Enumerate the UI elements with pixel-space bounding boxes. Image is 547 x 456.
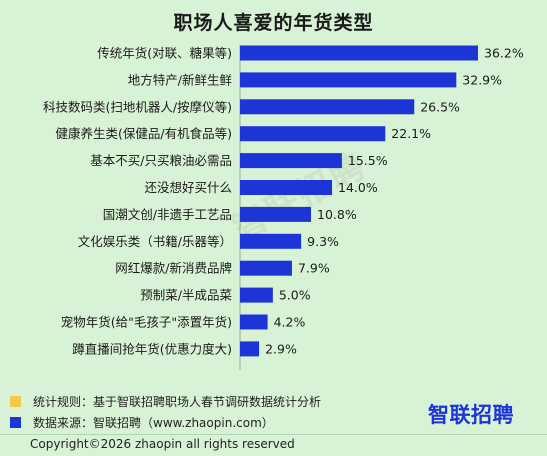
bar (240, 45, 478, 61)
category-label: 健康养生类(保健品/有机食品等) (56, 126, 232, 141)
category-label: 地方特产/新鲜生鲜 (128, 72, 232, 87)
data-label: 5.0% (279, 288, 311, 303)
data-source-text: 数据来源：智联招聘（www.zhaopin.com） (33, 415, 274, 430)
category-label: 预制菜/半成品菜 (140, 288, 232, 303)
data-label: 10.8% (317, 207, 357, 222)
data-label: 14.0% (338, 180, 378, 195)
footer-divider (0, 434, 547, 435)
bar (240, 180, 333, 195)
data-label: 36.2% (484, 46, 524, 61)
category-label: 宠物年货(给"毛孩子"添置年货) (61, 315, 232, 330)
data-source-note: 数据来源：智联招聘（www.zhaopin.com） (10, 413, 274, 431)
bar (240, 153, 342, 169)
data-source-marker (10, 416, 21, 428)
data-label: 26.5% (420, 99, 460, 114)
category-label: 国潮文创/非遗手工艺品 (103, 207, 232, 222)
category-label: 蹲直播间抢年货(优惠力度大) (72, 341, 232, 356)
bar (240, 314, 268, 330)
category-label: 文化娱乐类（书籍/乐器等） (78, 234, 232, 249)
stat-rule-text: 统计规则：基于智联招聘职场人春节调研数据统计分析 (33, 394, 322, 409)
category-label: 传统年货(对联、糖果等) (97, 46, 232, 61)
bar (240, 126, 386, 142)
bar-chart: 传统年货(对联、糖果等) 36.2% 地方特产/新鲜生鲜 32.9% 科技数码类(扫地机… (43, 45, 524, 370)
bar (240, 206, 312, 222)
data-label: 32.9% (462, 72, 502, 87)
category-label: 科技数码类(扫地机器人/按摩仪等) (43, 99, 232, 114)
data-label: 7.9% (298, 261, 330, 276)
category-label: 基本不买/只买粮油必需品 (90, 153, 232, 168)
bar (240, 233, 302, 249)
data-label: 22.1% (391, 126, 431, 141)
stat-rule-note: 统计规则：基于智联招聘职场人春节调研数据统计分析 (10, 392, 321, 410)
bar (240, 260, 292, 276)
bar (240, 99, 415, 115)
data-label: 4.2% (274, 315, 306, 330)
data-label: 9.3% (307, 234, 339, 249)
data-label: 15.5% (348, 153, 388, 168)
stat-rule-marker (10, 395, 21, 407)
chart-title: 职场人喜爱的年货类型 (173, 12, 374, 34)
category-label: 还没想好买什么 (144, 180, 232, 195)
bar (240, 72, 457, 88)
data-label: 2.9% (265, 341, 297, 356)
category-label: 网红爆款/新消费品牌 (115, 261, 232, 276)
bar (240, 341, 260, 357)
brand-logo: 智联招聘 (428, 403, 514, 427)
copyright-text: Copyright©2026 zhaopin all rights reserv… (30, 437, 295, 451)
bar (240, 287, 273, 303)
